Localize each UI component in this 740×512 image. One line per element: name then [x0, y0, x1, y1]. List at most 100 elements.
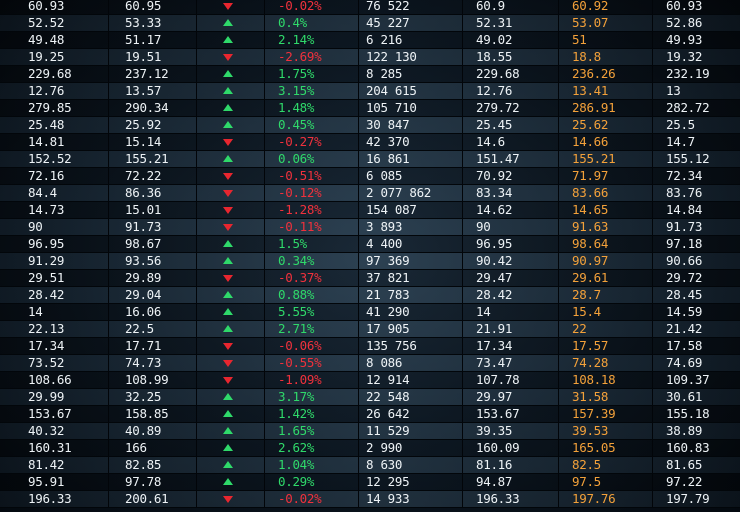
high-price-cell: 158.85 [125, 406, 169, 421]
close-price-cell: 72.34 [666, 168, 703, 183]
open-price-cell: 84.4 [28, 185, 57, 200]
triangle-down-icon [223, 377, 233, 384]
column-divider [108, 321, 109, 337]
column-divider [462, 185, 463, 201]
last-price-cell: 74.28 [572, 355, 609, 370]
column-divider [558, 117, 559, 133]
column-divider [558, 100, 559, 116]
high-price-cell: 98.67 [125, 236, 162, 251]
change-percent-cell: 1.48% [278, 100, 315, 115]
column-divider [196, 287, 197, 303]
close-price-cell: 232.19 [666, 66, 710, 81]
column-divider [108, 287, 109, 303]
close-price-cell: 81.65 [666, 457, 703, 472]
triangle-down-icon [223, 173, 233, 180]
column-divider [462, 474, 463, 490]
column-divider [462, 338, 463, 354]
column-divider [558, 83, 559, 99]
ticker-row: 40.32 40.89 1.65% 11 529 39.35 39.53 38.89 [0, 423, 740, 440]
column-divider [108, 457, 109, 473]
column-divider [652, 338, 653, 354]
column-divider [108, 253, 109, 269]
low-price-cell: 39.35 [476, 423, 513, 438]
ticker-row: 73.52 74.73 -0.55% 8 086 73.47 74.28 74.69 [0, 355, 740, 372]
volume-cell: 21 783 [366, 287, 410, 302]
column-divider [108, 236, 109, 252]
column-divider [558, 202, 559, 218]
change-percent-cell: 3.15% [278, 83, 315, 98]
close-price-cell: 160.83 [666, 440, 710, 455]
high-price-cell: 29.89 [125, 270, 162, 285]
column-divider [558, 389, 559, 405]
low-price-cell: 107.78 [476, 372, 520, 387]
low-price-cell: 196.33 [476, 491, 520, 506]
close-price-cell: 19.32 [666, 49, 703, 64]
column-divider [652, 457, 653, 473]
high-price-cell: 237.12 [125, 66, 169, 81]
column-divider [264, 423, 265, 439]
column-divider [652, 83, 653, 99]
volume-cell: 12 295 [366, 474, 410, 489]
column-divider [196, 0, 197, 14]
column-divider [264, 117, 265, 133]
last-price-cell: 51 [572, 32, 587, 47]
change-percent-cell: -0.27% [278, 134, 322, 149]
low-price-cell: 151.47 [476, 151, 520, 166]
column-divider [462, 457, 463, 473]
column-divider [358, 0, 359, 14]
high-price-cell: 16.06 [125, 304, 162, 319]
high-price-cell: 74.73 [125, 355, 162, 370]
triangle-up-icon [223, 410, 233, 417]
column-divider [264, 236, 265, 252]
open-price-cell: 108.66 [28, 372, 72, 387]
triangle-up-icon [223, 70, 233, 77]
column-divider [358, 440, 359, 456]
open-price-cell: 279.85 [28, 100, 72, 115]
high-price-cell: 17.71 [125, 338, 162, 353]
high-price-cell: 53.33 [125, 15, 162, 30]
ticker-row: 14 16.06 5.55% 41 290 14 15.4 14.59 [0, 304, 740, 321]
column-divider [652, 66, 653, 82]
column-divider [652, 406, 653, 422]
column-divider [264, 440, 265, 456]
open-price-cell: 25.48 [28, 117, 65, 132]
ticker-row: 29.51 29.89 -0.37% 37 821 29.47 29.61 29.72 [0, 270, 740, 287]
volume-cell: 42 370 [366, 134, 410, 149]
column-divider [264, 491, 265, 507]
close-price-cell: 155.12 [666, 151, 710, 166]
last-price-cell: 25.62 [572, 117, 609, 132]
low-price-cell: 18.55 [476, 49, 513, 64]
high-price-cell: 13.57 [125, 83, 162, 98]
column-divider [196, 15, 197, 31]
column-divider [264, 253, 265, 269]
open-price-cell: 52.52 [28, 15, 65, 30]
open-price-cell: 28.42 [28, 287, 65, 302]
triangle-up-icon [223, 121, 233, 128]
column-divider [358, 457, 359, 473]
column-divider [462, 270, 463, 286]
column-divider [652, 100, 653, 116]
volume-cell: 2 990 [366, 440, 403, 455]
column-divider [264, 32, 265, 48]
close-price-cell: 282.72 [666, 100, 710, 115]
volume-cell: 12 914 [366, 372, 410, 387]
column-divider [108, 0, 109, 14]
column-divider [264, 270, 265, 286]
column-divider [462, 66, 463, 82]
column-divider [652, 389, 653, 405]
column-divider [196, 253, 197, 269]
low-price-cell: 96.95 [476, 236, 513, 251]
column-divider [196, 321, 197, 337]
triangle-down-icon [223, 54, 233, 61]
last-price-cell: 108.18 [572, 372, 616, 387]
column-divider [264, 66, 265, 82]
column-divider [558, 321, 559, 337]
column-divider [108, 185, 109, 201]
open-price-cell: 91.29 [28, 253, 65, 268]
low-price-cell: 14.6 [476, 134, 505, 149]
volume-cell: 6 216 [366, 32, 403, 47]
ticker-row: 90 91.73 -0.11% 3 893 90 91.63 91.73 [0, 219, 740, 236]
triangle-up-icon [223, 393, 233, 400]
column-divider [558, 372, 559, 388]
column-divider [358, 100, 359, 116]
